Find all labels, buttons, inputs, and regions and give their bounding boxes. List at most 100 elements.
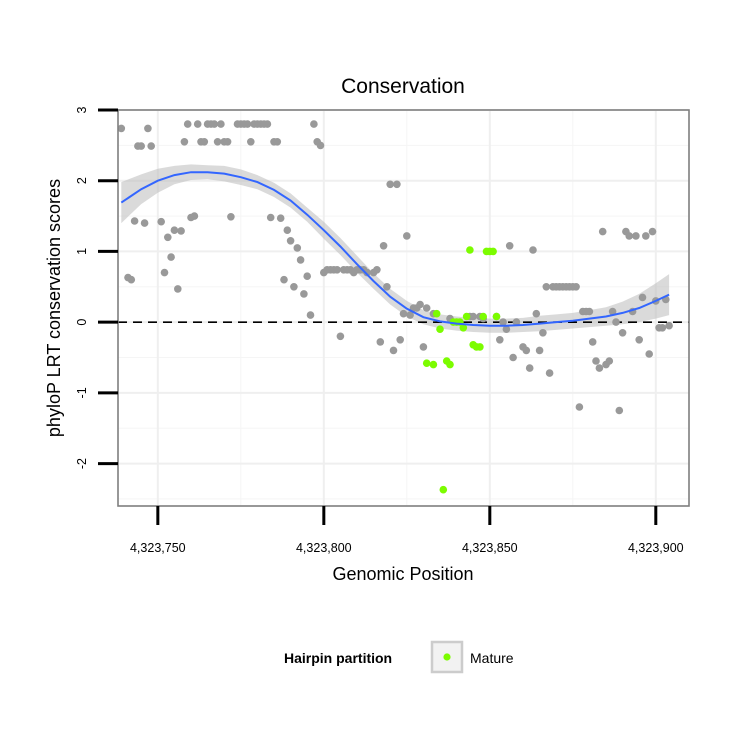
x-axis-label: Genomic Position: [332, 564, 473, 584]
x-tick-label: 4,323,900: [628, 541, 684, 555]
other-point: [193, 120, 202, 128]
other-point: [247, 138, 255, 146]
other-point: [306, 311, 315, 319]
mature-point: [422, 359, 431, 368]
other-point: [183, 120, 192, 128]
legend-title: Hairpin partition: [284, 650, 392, 666]
other-point: [170, 226, 179, 234]
other-point: [389, 346, 398, 355]
x-tick-label: 4,323,750: [130, 541, 186, 555]
mature-point: [462, 312, 471, 321]
plot-border: [117, 109, 690, 507]
mature-point: [446, 360, 454, 369]
other-point: [545, 369, 554, 377]
other-point: [632, 232, 640, 240]
other-point: [635, 336, 643, 344]
other-point: [160, 268, 169, 277]
other-point: [396, 336, 405, 344]
other-point: [422, 304, 431, 312]
x-axis: 4,323,750 4,323,800 4,323,850 4,323,900: [130, 506, 684, 555]
other-point: [190, 212, 199, 220]
other-point: [174, 285, 182, 293]
other-point: [575, 403, 584, 411]
other-point: [300, 290, 308, 298]
other-point: [333, 266, 341, 274]
other-point: [164, 233, 172, 242]
other-point: [665, 321, 673, 330]
y-tick-label: 1: [75, 248, 89, 255]
other-point: [379, 242, 388, 250]
other-point: [525, 364, 534, 372]
other-point: [638, 293, 647, 302]
other-point: [266, 213, 275, 222]
other-point: [605, 357, 614, 365]
other-point: [310, 120, 318, 128]
other-point: [276, 214, 285, 222]
legend-label-mature: Mature: [470, 650, 514, 666]
other-point: [612, 318, 620, 326]
other-point: [509, 353, 517, 362]
other-point: [316, 141, 325, 150]
other-point: [535, 346, 544, 355]
other-point: [469, 312, 478, 321]
y-tick-label: 2: [75, 177, 89, 184]
other-point: [598, 227, 607, 236]
other-point: [512, 318, 521, 326]
other-point: [542, 283, 551, 291]
other-point: [496, 336, 504, 344]
mature-point: [436, 325, 444, 334]
other-point: [147, 142, 155, 150]
other-point: [419, 343, 428, 351]
other-point: [286, 237, 295, 245]
other-point: [167, 253, 175, 261]
other-point: [157, 217, 165, 226]
other-point: [293, 244, 302, 252]
other-point: [210, 120, 219, 128]
other-point: [399, 309, 408, 318]
other-point: [223, 138, 232, 146]
other-point: [505, 242, 514, 250]
other-point: [585, 307, 594, 316]
other-point: [180, 138, 189, 146]
other-point: [290, 283, 298, 291]
other-point: [416, 300, 424, 309]
other-point: [522, 346, 531, 355]
legend-key-mature: [443, 653, 451, 661]
mature-point: [459, 324, 468, 332]
other-point: [283, 226, 292, 234]
x-tick-label: 4,323,800: [296, 541, 352, 555]
other-point: [363, 268, 371, 277]
mature-point: [492, 312, 501, 321]
other-point: [572, 283, 580, 291]
series-mature: [422, 246, 501, 494]
other-point: [127, 275, 136, 284]
other-point: [383, 283, 391, 291]
other-point: [588, 338, 597, 346]
other-point: [140, 219, 149, 227]
other-point: [200, 138, 209, 146]
other-point: [336, 332, 345, 341]
other-point: [595, 364, 604, 372]
mature-point: [476, 343, 484, 351]
mature-point: [439, 485, 448, 494]
other-point: [263, 120, 272, 128]
other-point: [539, 329, 547, 337]
other-point: [532, 309, 541, 318]
x-tick-label: 4,323,850: [462, 541, 518, 555]
y-tick-label: 0: [75, 319, 89, 326]
other-point: [144, 124, 152, 133]
other-point: [393, 180, 401, 189]
smooth-line: [120, 171, 670, 327]
other-point: [592, 357, 600, 365]
other-point: [303, 272, 312, 281]
mature-point: [429, 360, 438, 369]
other-point: [177, 227, 185, 235]
mature-point: [489, 247, 497, 256]
other-point: [529, 246, 537, 254]
mature-point: [479, 312, 488, 321]
other-point: [296, 256, 305, 264]
other-point: [502, 325, 511, 334]
y-axis-label: phyloP LRT conservation scores: [44, 179, 64, 437]
other-point: [615, 406, 624, 415]
